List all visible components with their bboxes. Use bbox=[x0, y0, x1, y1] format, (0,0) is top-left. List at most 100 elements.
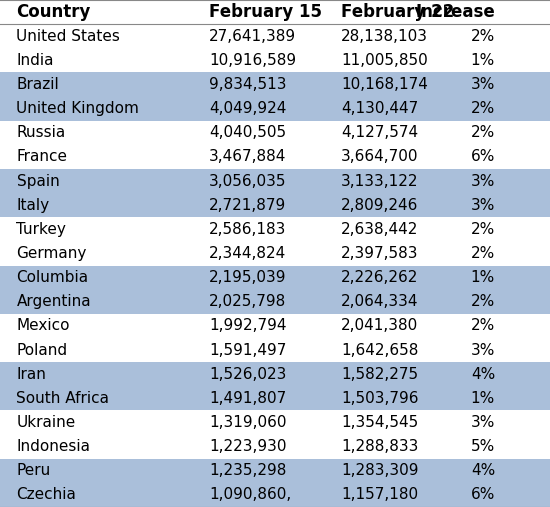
Text: 3,056,035: 3,056,035 bbox=[209, 173, 287, 189]
Text: 2,064,334: 2,064,334 bbox=[341, 294, 419, 309]
Bar bbox=[0, 386, 550, 411]
Text: 2,226,262: 2,226,262 bbox=[341, 270, 419, 285]
Bar bbox=[0, 266, 550, 289]
Text: 4,040,505: 4,040,505 bbox=[209, 125, 286, 140]
Text: 5%: 5% bbox=[471, 439, 495, 454]
Text: Ukraine: Ukraine bbox=[16, 415, 76, 430]
Text: 3,133,122: 3,133,122 bbox=[341, 173, 419, 189]
Text: 1,526,023: 1,526,023 bbox=[209, 367, 287, 382]
Text: 1%: 1% bbox=[471, 391, 495, 406]
Bar bbox=[0, 145, 550, 169]
Text: 1,642,658: 1,642,658 bbox=[341, 343, 419, 357]
Text: 3%: 3% bbox=[471, 415, 495, 430]
Bar bbox=[0, 483, 550, 507]
Text: Iran: Iran bbox=[16, 367, 46, 382]
Text: 2,344,824: 2,344,824 bbox=[209, 246, 286, 261]
Text: 2%: 2% bbox=[471, 125, 495, 140]
Text: 11,005,850: 11,005,850 bbox=[341, 53, 428, 68]
Text: 3,467,884: 3,467,884 bbox=[209, 150, 287, 164]
Text: 1,503,796: 1,503,796 bbox=[341, 391, 419, 406]
Text: Brazil: Brazil bbox=[16, 77, 59, 92]
Text: France: France bbox=[16, 150, 68, 164]
Text: Columbia: Columbia bbox=[16, 270, 89, 285]
Text: Italy: Italy bbox=[16, 198, 50, 213]
Text: 10,916,589: 10,916,589 bbox=[209, 53, 296, 68]
Text: 27,641,389: 27,641,389 bbox=[209, 29, 296, 44]
Text: February 22: February 22 bbox=[341, 3, 454, 21]
Text: 3%: 3% bbox=[471, 343, 495, 357]
Text: 6%: 6% bbox=[471, 487, 495, 502]
Bar bbox=[0, 193, 550, 218]
Text: 1%: 1% bbox=[471, 270, 495, 285]
Bar bbox=[0, 73, 550, 96]
Text: 2,586,183: 2,586,183 bbox=[209, 222, 287, 237]
Text: 3,664,700: 3,664,700 bbox=[341, 150, 419, 164]
Text: 9,834,513: 9,834,513 bbox=[209, 77, 287, 92]
Bar bbox=[0, 289, 550, 314]
Bar bbox=[0, 218, 550, 241]
Text: 2,195,039: 2,195,039 bbox=[209, 270, 287, 285]
Text: 10,168,174: 10,168,174 bbox=[341, 77, 428, 92]
Bar bbox=[0, 459, 550, 483]
Bar bbox=[0, 338, 550, 362]
Text: 2%: 2% bbox=[471, 318, 495, 334]
Text: 2,721,879: 2,721,879 bbox=[209, 198, 286, 213]
Bar bbox=[0, 169, 550, 193]
Text: 1%: 1% bbox=[471, 53, 495, 68]
Text: Mexico: Mexico bbox=[16, 318, 70, 334]
Text: United States: United States bbox=[16, 29, 120, 44]
Text: Czechia: Czechia bbox=[16, 487, 76, 502]
Bar bbox=[0, 121, 550, 145]
Text: 6%: 6% bbox=[471, 150, 495, 164]
Text: 2%: 2% bbox=[471, 29, 495, 44]
Text: 2%: 2% bbox=[471, 222, 495, 237]
Bar bbox=[0, 314, 550, 338]
Text: 4,130,447: 4,130,447 bbox=[341, 101, 418, 116]
Bar bbox=[0, 96, 550, 121]
Text: 2%: 2% bbox=[471, 294, 495, 309]
Text: Spain: Spain bbox=[16, 173, 59, 189]
Text: 1,319,060: 1,319,060 bbox=[209, 415, 287, 430]
Text: India: India bbox=[16, 53, 54, 68]
Bar bbox=[0, 48, 550, 73]
Text: Peru: Peru bbox=[16, 463, 51, 478]
Text: 2,025,798: 2,025,798 bbox=[209, 294, 286, 309]
Text: 1,283,309: 1,283,309 bbox=[341, 463, 419, 478]
Text: 4,049,924: 4,049,924 bbox=[209, 101, 287, 116]
Text: United Kingdom: United Kingdom bbox=[16, 101, 139, 116]
Text: 1,223,930: 1,223,930 bbox=[209, 439, 287, 454]
Text: Indonesia: Indonesia bbox=[16, 439, 91, 454]
Text: 1,491,807: 1,491,807 bbox=[209, 391, 286, 406]
Text: 4,127,574: 4,127,574 bbox=[341, 125, 418, 140]
Text: Germany: Germany bbox=[16, 246, 87, 261]
Text: Argentina: Argentina bbox=[16, 294, 91, 309]
Text: 2,638,442: 2,638,442 bbox=[341, 222, 419, 237]
Text: Russia: Russia bbox=[16, 125, 66, 140]
Text: 1,591,497: 1,591,497 bbox=[209, 343, 287, 357]
Text: 1,235,298: 1,235,298 bbox=[209, 463, 287, 478]
Bar bbox=[0, 434, 550, 459]
Text: 4%: 4% bbox=[471, 367, 495, 382]
Text: 1,582,275: 1,582,275 bbox=[341, 367, 418, 382]
Text: February 15: February 15 bbox=[209, 3, 322, 21]
Text: 2,397,583: 2,397,583 bbox=[341, 246, 419, 261]
Bar bbox=[0, 24, 550, 48]
Text: 1,157,180: 1,157,180 bbox=[341, 487, 418, 502]
Text: 1,090,860,: 1,090,860, bbox=[209, 487, 292, 502]
Text: 2,809,246: 2,809,246 bbox=[341, 198, 419, 213]
Bar bbox=[0, 411, 550, 434]
Text: 3%: 3% bbox=[471, 173, 495, 189]
Text: South Africa: South Africa bbox=[16, 391, 109, 406]
Text: 3%: 3% bbox=[471, 77, 495, 92]
Bar bbox=[0, 362, 550, 386]
Text: Country: Country bbox=[16, 3, 91, 21]
Text: 3%: 3% bbox=[471, 198, 495, 213]
Text: Increase: Increase bbox=[415, 3, 495, 21]
Text: 2%: 2% bbox=[471, 246, 495, 261]
Text: Poland: Poland bbox=[16, 343, 68, 357]
Text: 4%: 4% bbox=[471, 463, 495, 478]
Bar bbox=[0, 0, 550, 24]
Text: Turkey: Turkey bbox=[16, 222, 67, 237]
Text: 1,288,833: 1,288,833 bbox=[341, 439, 419, 454]
Text: 2,041,380: 2,041,380 bbox=[341, 318, 418, 334]
